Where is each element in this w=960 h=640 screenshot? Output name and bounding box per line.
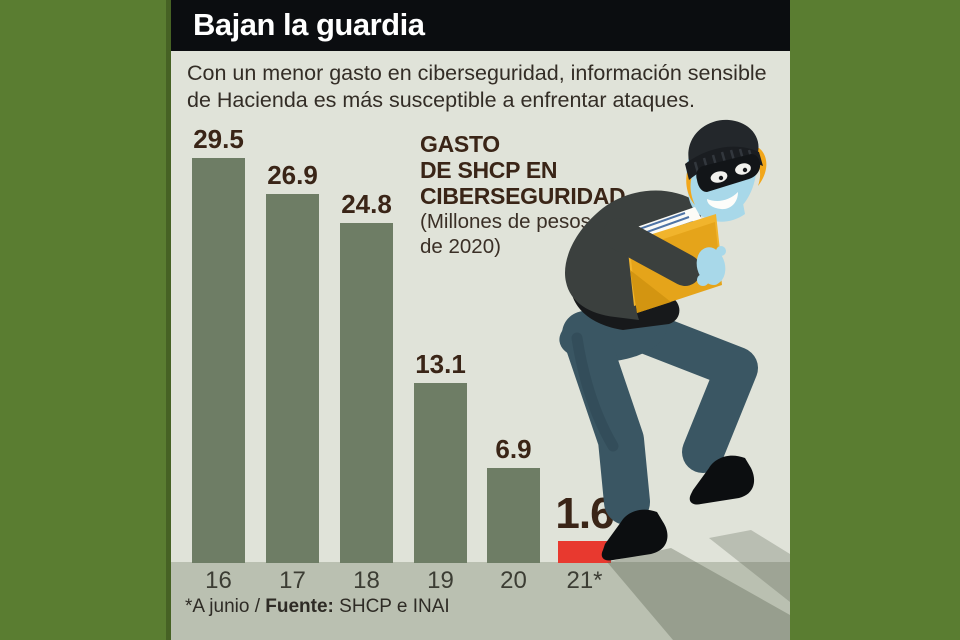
x-axis-band bbox=[171, 562, 790, 640]
chart-title-line-3: CIBERSEGURIDAD bbox=[420, 183, 626, 209]
chart-unit-line-2: de 2020) bbox=[420, 235, 501, 258]
bar-value-label: 29.5 bbox=[193, 124, 244, 154]
bar-value-label: 24.8 bbox=[341, 189, 392, 219]
bar bbox=[192, 158, 245, 563]
footnote-source-text: SHCP e INAI bbox=[333, 596, 450, 617]
bar bbox=[414, 383, 467, 563]
burglar-front-leg bbox=[562, 311, 650, 525]
source-footnote: *A junio / Fuente: SHCP e INAI bbox=[185, 596, 450, 618]
x-axis-label: 16 bbox=[205, 567, 232, 594]
burglar-illustration bbox=[559, 119, 790, 640]
ground-shadow-2 bbox=[709, 530, 790, 602]
x-axis-label: 18 bbox=[353, 567, 380, 594]
page-title: Bajan la guardia bbox=[193, 7, 425, 42]
intro-line-1: Con un menor gasto en ciberseguridad, in… bbox=[187, 61, 767, 85]
pupil-right bbox=[742, 167, 748, 173]
burglar-eye-left bbox=[710, 171, 728, 183]
bar bbox=[266, 194, 319, 563]
bar-value-label: 13.1 bbox=[415, 349, 466, 379]
x-axis-label: 21* bbox=[566, 567, 603, 594]
burglar-eye-right bbox=[735, 163, 751, 175]
burglar-back-leg bbox=[608, 305, 758, 473]
chart-title-block: GASTO DE SHCP EN CIBERSEGURIDAD (Millone… bbox=[420, 131, 626, 259]
bar bbox=[487, 468, 540, 563]
burglar-hair-right bbox=[747, 148, 767, 186]
burglar-arm bbox=[603, 218, 701, 286]
hand-finger-2 bbox=[708, 273, 720, 285]
header-bar: Bajan la guardia bbox=[171, 0, 790, 51]
pupil-left bbox=[718, 175, 724, 181]
bar-value-label: 26.9 bbox=[267, 160, 318, 190]
burglar-leg-shade bbox=[571, 332, 619, 452]
bar-highlight bbox=[558, 541, 611, 563]
x-axis-label: 17 bbox=[279, 567, 306, 594]
x-axis-label: 20 bbox=[500, 567, 527, 594]
burglar-back-shoe bbox=[689, 455, 755, 505]
burglar-grin bbox=[707, 192, 738, 210]
footnote-source-label: Fuente: bbox=[265, 596, 334, 617]
folder-shade bbox=[630, 270, 671, 313]
hand-finger-1 bbox=[697, 274, 709, 286]
chart-unit-line-1: (Millones de pesos bbox=[420, 210, 591, 233]
footnote-note: *A junio / bbox=[185, 596, 266, 617]
ground-shadow bbox=[607, 548, 790, 640]
bar-value-label: 6.9 bbox=[495, 434, 532, 464]
hand-thumb bbox=[716, 246, 726, 256]
bar bbox=[340, 223, 393, 563]
chart-title-line-2: DE SHCP EN bbox=[420, 157, 558, 183]
burglar-front-shoe bbox=[601, 509, 668, 561]
intro-line-2: de Hacienda es más susceptible a enfrent… bbox=[187, 88, 695, 112]
burglar-beanie-brim bbox=[685, 146, 763, 180]
intro-text: Con un menor gasto en ciberseguridad, in… bbox=[187, 60, 773, 114]
chart-title-line-1: GASTO bbox=[420, 131, 500, 157]
x-axis-label: 19 bbox=[427, 567, 454, 594]
panel: Bajan la guardia Con un menor gasto en c… bbox=[171, 0, 790, 640]
